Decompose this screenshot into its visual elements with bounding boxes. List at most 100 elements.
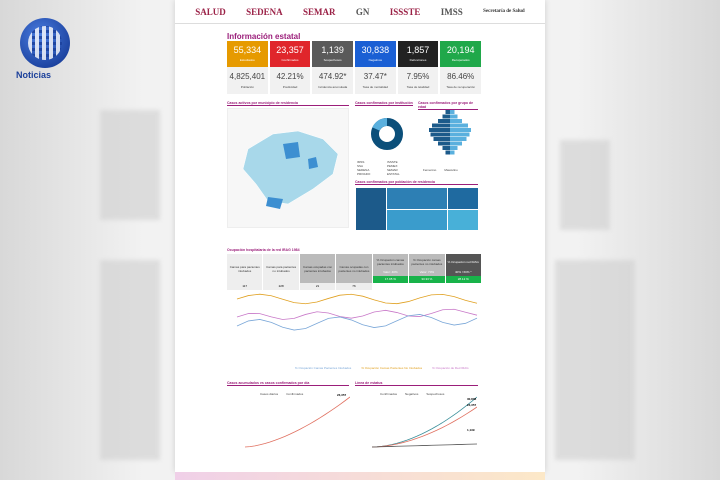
section-map-title: Casos activos por municipio de residenci…: [227, 101, 349, 106]
heatmap-cell: [387, 188, 447, 209]
stat-value: 1,857: [406, 45, 430, 55]
stat-sub-label: Tasa de mortalidad: [362, 85, 389, 89]
donut-legend-item: SEDENA: [357, 168, 370, 172]
occupancy-column: Camas para pacientes intubados 117: [227, 254, 263, 290]
occupancy-value: 21: [299, 283, 336, 290]
status-end-label-sospechosos: 1,139: [467, 428, 475, 432]
logo-issste: ISSSTE: [389, 6, 421, 17]
occupancy-value: 117: [227, 283, 263, 290]
section-occupancy-title: Ocupación hospitalaria de la red IRAG 19…: [227, 248, 300, 252]
stat-value: 23,357: [276, 45, 304, 55]
stat-defunciones: 1,857 Defunciones 7.95% Tasa de letalidad: [397, 41, 439, 94]
section-status-title: Línea de estatus: [355, 381, 478, 386]
pyramid-bar: [450, 132, 470, 137]
pyramid-bar: [450, 146, 458, 150]
stat-label: Negativos: [368, 58, 383, 62]
series-negativos: [371, 396, 477, 448]
stat-label: Estudiados: [239, 58, 255, 62]
occupancy-column: % Ocupación camas pacientes intubados Va…: [372, 254, 409, 290]
series-sospechosos: [371, 443, 477, 448]
pyramid-bar: [445, 150, 450, 155]
stat-sub-value: 42.21%: [276, 72, 304, 81]
blurred-panel: [560, 140, 610, 230]
age-pyramid-chart: [429, 110, 471, 155]
stat-sub-value: 474.92*: [318, 72, 347, 81]
section-population-title: Casos confirmados por población de resid…: [355, 180, 478, 185]
legend-no-intubados: % Ocupación Camas Pacientes No Intubados: [361, 366, 423, 370]
section-age-title: Casos confirmados por grupo de edad: [418, 101, 478, 110]
occupancy-legend: % Ocupación Camas Pacientes Intubados % …: [295, 366, 469, 370]
occupancy-header: Camas para pacientes intubados: [227, 254, 263, 283]
occupancy-table: Camas para pacientes intubados 117 Camas…: [227, 254, 481, 290]
stat-label: Confirmados: [281, 58, 299, 62]
stats-row: 55,334 Estudiados 4,825,401 Población 23,3…: [227, 41, 482, 94]
status-line-chart: [371, 396, 477, 448]
blurred-panel: [100, 110, 160, 220]
occupancy-sub: 40% / 60% *: [445, 269, 481, 276]
occupancy-header: % Ocupación red IRAG: [445, 254, 481, 269]
heatmap-cell: [448, 209, 478, 230]
pyramid-bar: [450, 150, 455, 155]
blurred-panel: [100, 260, 160, 460]
stat-label: Defunciones: [409, 58, 427, 62]
pyramid-bar: [430, 132, 450, 137]
section-institution-title: Casos confirmados por institución: [355, 101, 413, 106]
stat-sub-value: 37.47*: [363, 72, 387, 81]
occupancy-column: Camas ocupadas con pacientes no intubado…: [336, 254, 372, 290]
occupancy-value: 76: [336, 283, 372, 290]
status-legend: Confirmados Negativos Sospechosos: [380, 392, 444, 396]
pyramid-bar: [450, 141, 462, 146]
pyramid-bar: [429, 128, 450, 132]
accum-end-label: 23,357: [337, 393, 347, 397]
logo-salud: SALUD: [195, 6, 226, 17]
donut-legend-item: SEMAR: [387, 168, 398, 172]
legend-intubados: % Ocupación Camas Pacientes Intubados: [295, 366, 352, 370]
logo-gn: GN: [355, 6, 370, 17]
occupancy-column: % Ocupación camas pacientes no intubados…: [409, 254, 445, 290]
series-no-intubados: [236, 293, 478, 305]
heatmap-cell: [356, 188, 386, 230]
pyramid-bar: [450, 114, 458, 119]
legend-status-confirmados: Confirmados: [380, 392, 398, 396]
occupancy-header: Camas ocupadas con pacientes no intubado…: [336, 254, 372, 283]
stat-sub-value: 86.46%: [447, 72, 475, 81]
stat-label: Sospechosos: [323, 58, 342, 62]
occupancy-column: Camas ocupadas con pacientes intubados 2…: [299, 254, 336, 290]
stat-recuperados: 20,194 Recuperados 86.46% Tasa de recupera…: [440, 41, 482, 94]
logo-imss: IMSS: [440, 6, 463, 17]
occupancy-header: % Ocupación camas pacientes intubados: [372, 254, 409, 269]
pyramid-bar: [450, 128, 471, 132]
donut-legend-item: ESTATAL: [387, 172, 400, 176]
legend-femenino: Femenino: [423, 168, 437, 172]
occupancy-value: 17.95 %: [372, 276, 409, 283]
logo-secretaria: Secretaría de Salud: [483, 9, 525, 14]
occupancy-sub: Valor: 40%: [372, 269, 409, 276]
stat-estudiados: 55,334 Estudiados 4,825,401 Población: [227, 41, 268, 94]
series-intubados: [236, 314, 478, 331]
pyramid-bar: [438, 141, 450, 146]
occupancy-value: 28.12 %: [445, 276, 481, 283]
legend-status-sospechosos: Sospechosos: [426, 392, 445, 396]
legend-masculino: Masculino: [444, 168, 458, 172]
donut-legend-item: ISSSTE: [387, 160, 398, 164]
stat-sub-label: Población: [240, 85, 254, 89]
stat-value: 1,139: [321, 45, 344, 55]
pyramid-bar: [432, 123, 450, 128]
pyramid-legend: Femenino Masculino: [423, 168, 458, 172]
occupancy-value: 228: [263, 283, 299, 290]
series-red-irag: [236, 308, 478, 320]
channel-logo: [20, 18, 70, 68]
pyramid-bar: [450, 119, 462, 123]
stat-sub-label: Incidencia acumulada: [318, 85, 348, 89]
pyramid-bar: [442, 146, 450, 150]
series-confirmados: [244, 396, 350, 448]
occupancy-header: Camas para pacientes no intubados: [263, 254, 299, 283]
municipality-map[interactable]: [227, 108, 349, 228]
population-heatmap: [356, 188, 478, 230]
status-end-label-confirmados: 23,357: [467, 403, 477, 407]
occupancy-column: Camas para pacientes no intubados 228: [263, 254, 299, 290]
stat-sub-label: Positividad: [282, 85, 298, 89]
heatmap-cell: [387, 209, 447, 230]
pyramid-bar: [445, 110, 450, 114]
legend-casos-diarios: Casos diarios: [260, 392, 279, 396]
